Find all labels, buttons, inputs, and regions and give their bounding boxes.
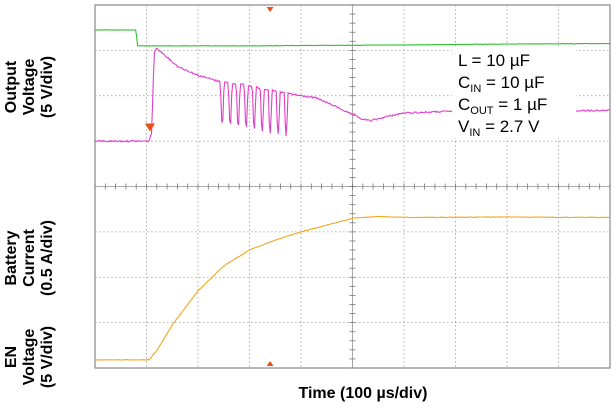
channel-label-1: Battery Current (0.5 A/div): [3, 220, 56, 296]
x-axis-label: Time (100 µs/div): [299, 385, 428, 402]
channel-label-line: Voltage: [21, 329, 38, 386]
legend-line: COUT = 1 µF: [458, 95, 547, 117]
trace-en-voltage: [94, 29, 611, 47]
trigger-marker-bottom: [266, 361, 274, 366]
trace-output-voltage: [94, 215, 611, 361]
channel-label-line: (5 V/div): [39, 326, 56, 388]
channel-label-line: (5 V/div): [39, 56, 56, 118]
channel-label-line: Voltage: [21, 59, 38, 116]
channel-label-line: Current: [21, 228, 38, 286]
legend-line: CIN = 10 µF: [458, 73, 544, 95]
trigger-marker-top: [266, 7, 274, 12]
channel-label-line: Battery: [3, 230, 20, 285]
channel-label-line: EN: [3, 346, 20, 368]
legend-box: [452, 46, 576, 138]
legend-line: VIN = 2.7 V: [458, 117, 540, 139]
channel-label-line: (0.5 A/div): [39, 220, 56, 296]
current-trigger-marker: [145, 123, 155, 132]
legend-line: L = 10 µF: [458, 51, 530, 70]
channel-label-0: Output Voltage (5 V/div): [3, 56, 56, 118]
channel-label-line: Output: [3, 60, 20, 113]
channel-label-2: EN Voltage (5 V/div): [3, 326, 56, 388]
